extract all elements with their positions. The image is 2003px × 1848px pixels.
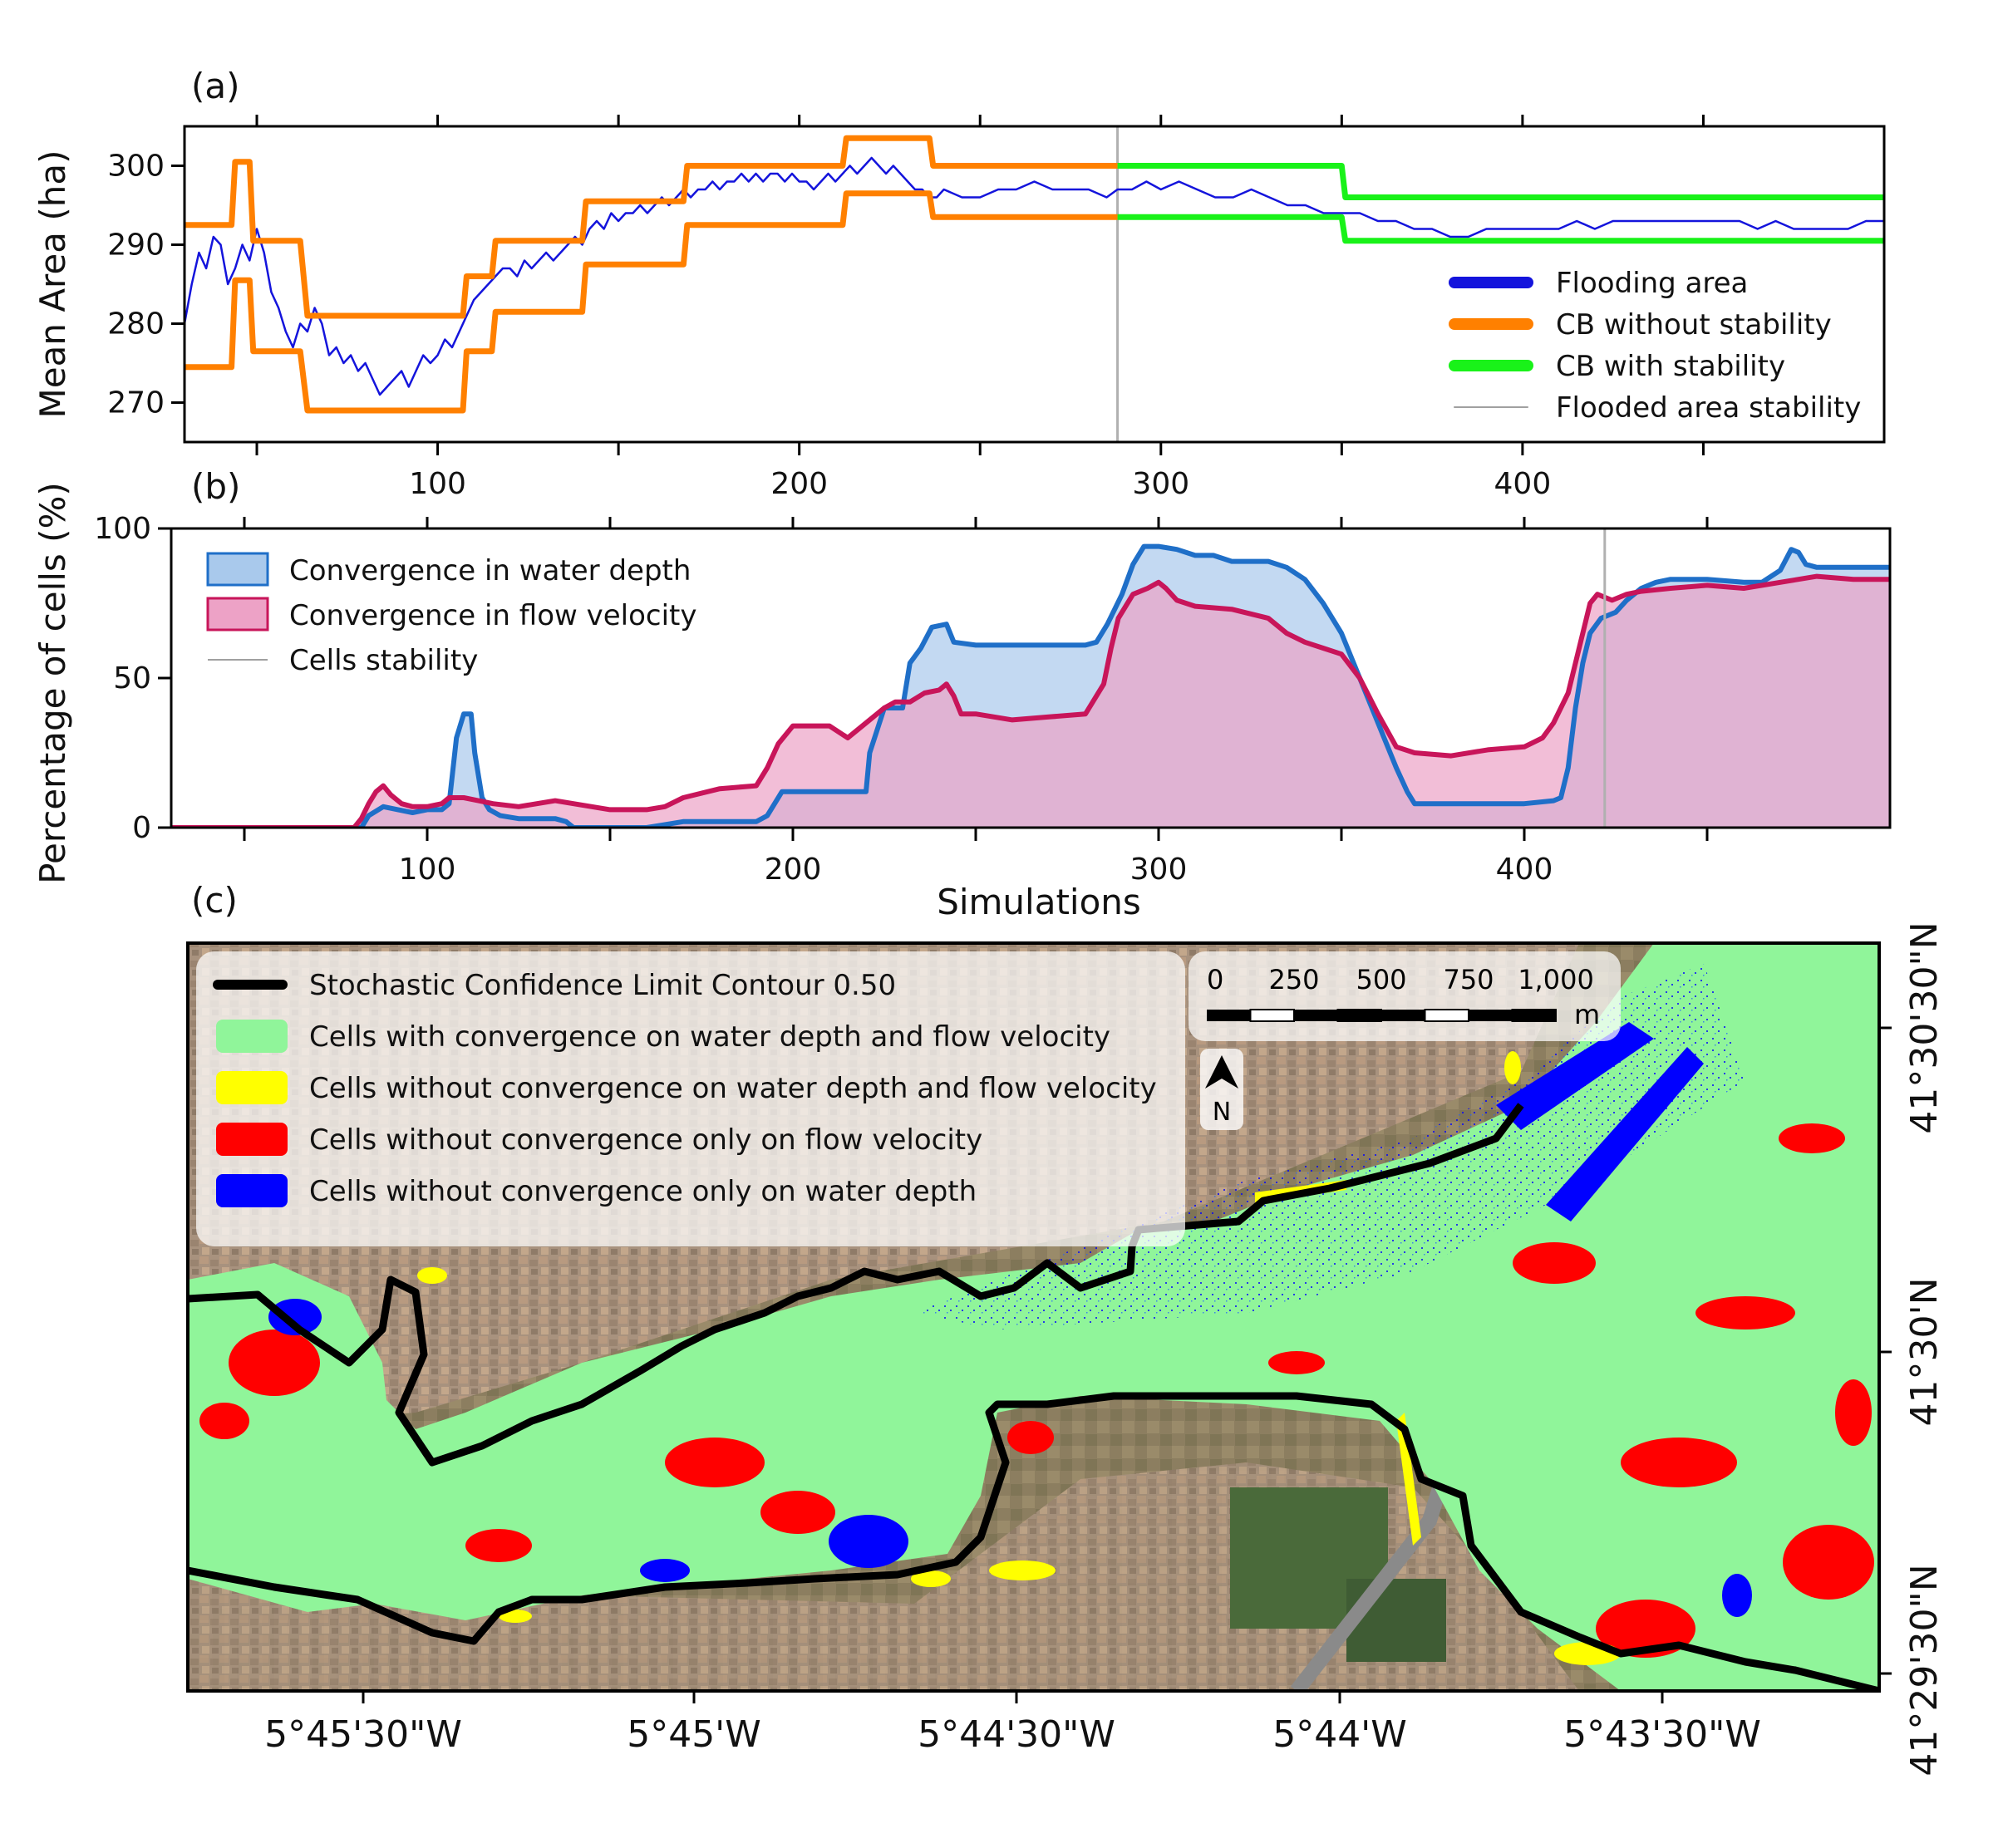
- panel-b-label: (b): [191, 466, 240, 507]
- scale-label: 750: [1443, 964, 1494, 995]
- map-legend-label: Cells without convergence only on flow v…: [309, 1123, 982, 1157]
- scale-segment: [1249, 1009, 1295, 1022]
- panel-c-map: (c): [186, 880, 1946, 1777]
- x-coord-label: 5°44'W: [1272, 1713, 1407, 1756]
- panel-b-marks: [171, 528, 1890, 828]
- x-tick-label: 300: [1132, 467, 1189, 501]
- x-coord-label: 5°44'30"W: [918, 1713, 1115, 1756]
- scale-segment: [1424, 1009, 1469, 1022]
- panel-a-ylabel: Mean Area (ha): [32, 150, 73, 419]
- scale-segment: [1469, 1010, 1513, 1021]
- y-tick-label: 100: [94, 512, 151, 546]
- scale-segment: [1336, 1009, 1382, 1022]
- scale-label: 500: [1356, 964, 1406, 995]
- scale-segment: [1381, 1010, 1425, 1021]
- map-image: Stochastic Confidence Limit Contour 0.50…: [188, 943, 1879, 1691]
- north-arrow: N: [1200, 1049, 1243, 1130]
- y-coord-label: 41°30'30"N: [1903, 922, 1946, 1133]
- series-line: [1117, 163, 1884, 200]
- series-line: [171, 573, 1890, 828]
- panel-b: (b) Percentage of cells (%) Simulations …: [32, 466, 1892, 922]
- map-legend-box: [196, 951, 1185, 1246]
- series-area: [171, 576, 1890, 828]
- y-tick-label: 300: [107, 150, 165, 184]
- map-legend-label: Cells with convergence on water depth an…: [309, 1020, 1110, 1054]
- x-coord-label: 5°43'30"W: [1563, 1713, 1761, 1756]
- scale-unit: m: [1574, 999, 1600, 1030]
- legend-label: CB with stability: [1556, 350, 1785, 383]
- panel-a-marks: [185, 126, 1884, 442]
- map-coord-ticks: [362, 1026, 1892, 1703]
- legend-label: CB without stability: [1556, 308, 1832, 342]
- legend-label: Convergence in water depth: [289, 554, 691, 587]
- map-frame: [186, 941, 1881, 1693]
- scale-segment: [1294, 1010, 1338, 1021]
- map-depth-patches: [268, 1022, 1752, 1617]
- y-tick-label: 50: [113, 661, 151, 695]
- panel-b-legend: Convergence in water depth Convergence in…: [206, 552, 697, 677]
- scale-bar: 0 250 500 750 1,000 m: [1207, 964, 1600, 1030]
- scale-segment: [1207, 1010, 1251, 1021]
- scale-label: 0: [1207, 964, 1223, 995]
- x-tick-label: 400: [1496, 853, 1553, 887]
- panel-a: (a) Mean Area (ha) 100 200 300 400 270 280 290…: [32, 66, 1886, 501]
- y-tick-label: 0: [132, 811, 151, 845]
- scale-segment: [1511, 1009, 1557, 1022]
- series-line: [185, 190, 1118, 414]
- map-contour-south: [188, 1392, 1879, 1691]
- x-tick-label: 400: [1494, 467, 1552, 501]
- x-tick-label: 100: [399, 853, 456, 887]
- legend-label: Flooding area: [1556, 267, 1748, 300]
- series-line: [1117, 214, 1884, 244]
- panel-b-frame: [170, 527, 1892, 829]
- y-coord-label: 41°30'N: [1903, 1278, 1946, 1427]
- map-legend-label: Cells without convergence on water depth…: [309, 1072, 1157, 1105]
- x-coord-label: 5°45'W: [627, 1713, 761, 1756]
- series-line: [185, 156, 1884, 396]
- panel-c-label: (c): [191, 880, 238, 921]
- panel-b-xlabel: Simulations: [937, 882, 1141, 922]
- map-legend: Stochastic Confidence Limit Contour 0.50…: [213, 969, 1157, 1208]
- x-coord-label: 5°45'30"W: [264, 1713, 462, 1756]
- panel-a-frame: [183, 125, 1886, 444]
- x-tick-label: 300: [1130, 853, 1188, 887]
- x-tick-label: 200: [765, 853, 822, 887]
- map-legend-swatch: [216, 1123, 288, 1156]
- map-legend-swatch: [216, 1071, 288, 1104]
- y-coord-label: 41°29'30"N: [1903, 1564, 1946, 1776]
- y-tick-label: 280: [107, 307, 165, 342]
- north-arrow-label: N: [1213, 1098, 1231, 1127]
- map-legend-label: Cells without convergence only on water …: [309, 1175, 977, 1208]
- map-dark-field: [1346, 1579, 1446, 1662]
- north-arrow-icon: [1205, 1055, 1238, 1089]
- panel-a-label: (a): [191, 66, 240, 106]
- legend-label: Flooded area stability: [1556, 391, 1861, 425]
- map-velocity-patches: [199, 1123, 1874, 1658]
- legend-label: Convergence in flow velocity: [289, 599, 697, 632]
- series-line: [185, 135, 1118, 319]
- series-area: [171, 546, 1890, 828]
- legend-label: Cells stability: [289, 644, 478, 677]
- y-tick-label: 270: [107, 386, 165, 420]
- panel-a-legend: Flooding area CB without stability CB with…: [1449, 267, 1861, 425]
- map-legend-swatch: [216, 1020, 288, 1053]
- legend-swatch: [206, 597, 269, 632]
- legend-swatch: [206, 552, 269, 587]
- scale-label: 250: [1268, 964, 1319, 995]
- map-legend-label: Stochastic Confidence Limit Contour 0.50: [309, 969, 896, 1002]
- y-tick-label: 290: [107, 229, 165, 263]
- map-legend-swatch: [216, 1174, 288, 1207]
- scale-label: 1,000: [1518, 964, 1594, 995]
- panel-b-ticks: 100 200 300 400 0 50 100: [94, 512, 1709, 887]
- x-tick-label: 100: [409, 467, 466, 501]
- panel-a-ticks: 100 200 300 400 270 280 290 300: [107, 115, 1705, 501]
- panel-b-ylabel: Percentage of cells (%): [32, 482, 73, 884]
- x-tick-label: 200: [770, 467, 828, 501]
